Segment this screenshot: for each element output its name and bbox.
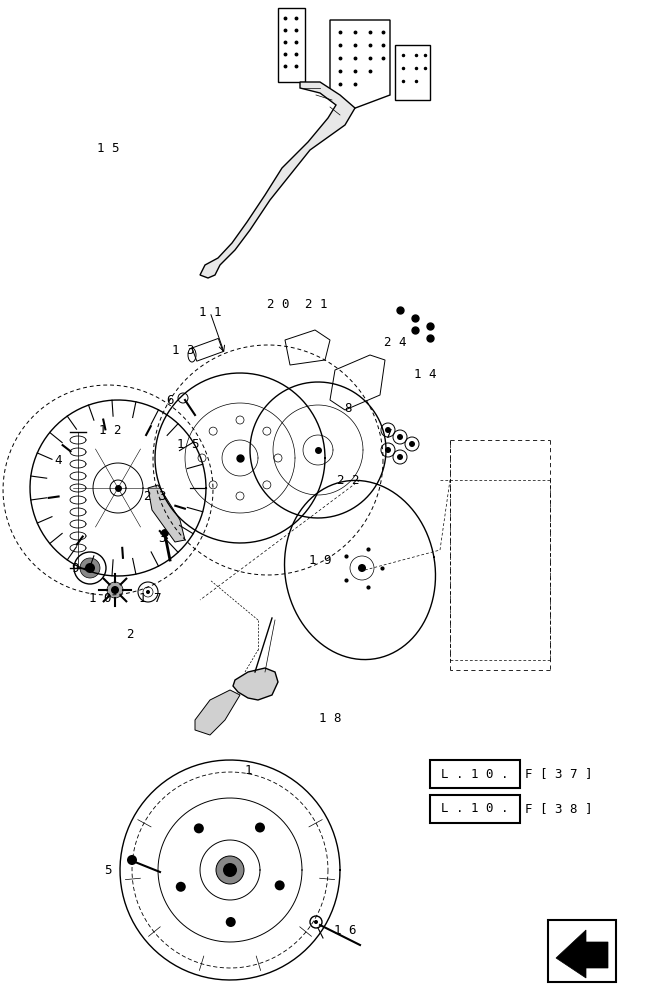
Circle shape <box>223 863 237 877</box>
Circle shape <box>385 427 391 433</box>
Text: 9: 9 <box>71 562 79 574</box>
Text: 2 1: 2 1 <box>305 298 327 312</box>
Circle shape <box>194 823 204 833</box>
Text: 1 5: 1 5 <box>97 141 119 154</box>
Text: 1 9: 1 9 <box>308 554 331 566</box>
Circle shape <box>161 529 169 537</box>
Text: 1 5: 1 5 <box>177 438 199 452</box>
Circle shape <box>255 823 265 833</box>
Bar <box>192 338 223 361</box>
Text: F [ 3 7 ]: F [ 3 7 ] <box>525 768 592 780</box>
Bar <box>430 760 520 788</box>
Text: 2 0: 2 0 <box>267 298 289 312</box>
Circle shape <box>216 856 244 884</box>
Text: 5: 5 <box>104 863 111 876</box>
Text: 1 1: 1 1 <box>199 306 221 318</box>
Text: 4: 4 <box>54 454 62 466</box>
Polygon shape <box>148 485 185 542</box>
Circle shape <box>111 586 119 594</box>
Text: 1: 1 <box>244 764 252 776</box>
Text: 7: 7 <box>384 428 392 442</box>
Bar <box>430 795 520 823</box>
Text: 1 3: 1 3 <box>172 344 194 357</box>
Circle shape <box>85 563 95 573</box>
Circle shape <box>127 855 137 865</box>
Circle shape <box>358 564 366 572</box>
Circle shape <box>397 454 403 460</box>
Text: 1 7: 1 7 <box>139 591 161 604</box>
Circle shape <box>176 882 186 892</box>
Circle shape <box>385 447 391 453</box>
Text: L . 1 0 .: L . 1 0 . <box>441 802 509 816</box>
Text: 1 6: 1 6 <box>334 924 356 936</box>
Circle shape <box>275 880 284 890</box>
Polygon shape <box>556 930 608 978</box>
Text: L . 1 0 .: L . 1 0 . <box>441 768 509 780</box>
Text: 1 0: 1 0 <box>89 591 111 604</box>
Circle shape <box>409 441 415 447</box>
Text: 6: 6 <box>167 393 174 406</box>
Text: 2 3: 2 3 <box>144 490 167 504</box>
Polygon shape <box>233 668 278 700</box>
Text: 2 4: 2 4 <box>384 336 406 349</box>
Circle shape <box>314 920 318 924</box>
Bar <box>548 920 616 982</box>
Circle shape <box>107 582 123 598</box>
Text: 3: 3 <box>158 532 166 544</box>
Text: 1 4: 1 4 <box>414 368 436 381</box>
Text: 8: 8 <box>344 401 352 414</box>
Polygon shape <box>200 82 355 278</box>
Circle shape <box>80 558 100 578</box>
Text: F [ 3 8 ]: F [ 3 8 ] <box>525 802 592 816</box>
Circle shape <box>226 917 236 927</box>
Polygon shape <box>195 690 240 735</box>
Circle shape <box>146 590 150 594</box>
Text: 1 2: 1 2 <box>98 424 121 436</box>
Text: 2: 2 <box>126 629 133 642</box>
Circle shape <box>397 434 403 440</box>
Text: 1 8: 1 8 <box>319 712 341 724</box>
Text: 2 2: 2 2 <box>337 474 359 487</box>
